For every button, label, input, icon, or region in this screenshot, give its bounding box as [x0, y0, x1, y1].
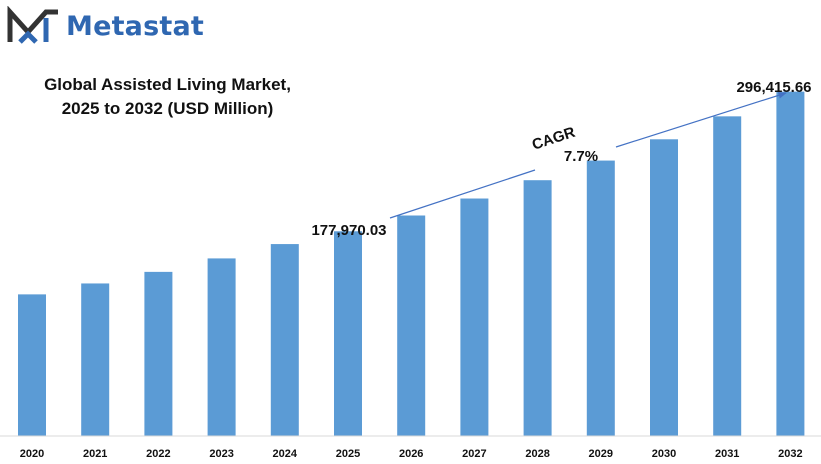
- x-tick-2020: 2020: [20, 448, 44, 460]
- x-tick-labels: 2020 2021 2022 2023 2024 2025 2026 2027 2028 2029…: [20, 448, 803, 460]
- brand-name: Metastat: [66, 10, 205, 42]
- bar-2024: [270, 244, 299, 436]
- bar-2025: [334, 231, 362, 436]
- chart-title: Global Assisted Living Market, 2025 to 2…: [30, 73, 305, 121]
- bar-2030: [650, 139, 678, 436]
- bar-2021: [81, 283, 110, 436]
- bars-group: [18, 91, 805, 436]
- x-tick-2027: 2027: [462, 448, 486, 460]
- bar-2032: [776, 91, 805, 436]
- x-tick-2024: 2024: [273, 448, 298, 460]
- cagr-value: 7.7%: [564, 148, 598, 165]
- bar-2023: [207, 258, 236, 436]
- x-tick-2030: 2030: [652, 448, 676, 460]
- x-tick-2032: 2032: [778, 448, 802, 460]
- x-tick-2029: 2029: [589, 448, 613, 460]
- chart-title-line-2: 2025 to 2032 (USD Million): [61, 99, 274, 118]
- cagr-arrow-start: [389, 169, 536, 219]
- x-tick-2021: 2021: [83, 448, 107, 460]
- bar-2022: [144, 271, 173, 436]
- x-tick-2026: 2026: [399, 448, 423, 460]
- end-value-label: 296,415.66: [736, 79, 811, 96]
- bar-2027: [460, 198, 489, 436]
- x-tick-2025: 2025: [336, 448, 360, 460]
- x-tick-2023: 2023: [209, 448, 233, 460]
- bar-2028: [523, 180, 552, 436]
- chart-title-line-1: Global Assisted Living Market,: [44, 75, 291, 94]
- cagr-arrow-end: [615, 92, 787, 148]
- bar-2020: [18, 294, 46, 436]
- bar-2031: [713, 116, 742, 436]
- x-tick-2028: 2028: [525, 448, 549, 460]
- x-tick-2022: 2022: [146, 448, 170, 460]
- x-tick-2031: 2031: [715, 448, 739, 460]
- bar-2026: [397, 215, 426, 436]
- metastat-m-icon: [7, 6, 58, 44]
- start-value-label: 177,970.03: [311, 222, 386, 239]
- metastat-logo: Metastat: [6, 6, 204, 46]
- bar-2029: [586, 160, 615, 436]
